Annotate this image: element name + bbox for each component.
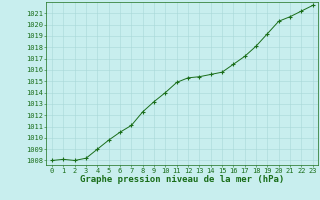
- X-axis label: Graphe pression niveau de la mer (hPa): Graphe pression niveau de la mer (hPa): [80, 175, 284, 184]
